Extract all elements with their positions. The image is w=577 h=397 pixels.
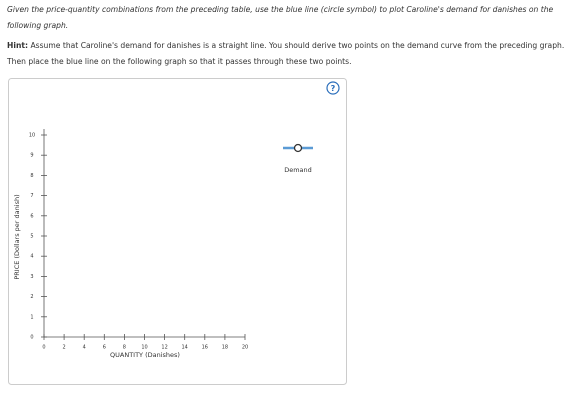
x-tick-label: 6: [103, 345, 106, 351]
y-tick-label: 3: [30, 274, 33, 280]
instructions: Given the price-quantity combinations fr…: [7, 5, 554, 30]
help-button[interactable]: [326, 81, 340, 95]
legend-marker[interactable]: [293, 143, 303, 153]
x-tick-label: 12: [161, 345, 167, 351]
x-tick-label: 2: [63, 345, 66, 351]
legend-label: Demand: [284, 166, 312, 174]
x-tick-label: 16: [202, 345, 208, 351]
x-tick-label: 14: [182, 345, 188, 351]
y-tick-label: 7: [30, 193, 33, 199]
x-tick-label: 18: [222, 345, 228, 351]
help-icon[interactable]: ?: [331, 84, 336, 93]
x-tick-label: 10: [141, 345, 147, 351]
x-axis-label: QUANTITY (Danishes): [110, 351, 180, 359]
y-tick-label: 5: [30, 234, 33, 240]
y-tick-label: 10: [29, 133, 35, 139]
x-tick-label: 0: [42, 345, 45, 351]
x-tick-label: 20: [242, 345, 248, 351]
hint-label: Hint:: [7, 41, 29, 50]
y-tick-label: 4: [30, 254, 33, 260]
hint: Hint: Assume that Caroline's demand for …: [7, 38, 567, 70]
graph-frame: [8, 78, 347, 385]
y-tick-label: 0: [30, 335, 33, 341]
y-axis-label: PRICE (Dollars per danish): [13, 194, 21, 279]
y-tick-label: 6: [30, 213, 33, 219]
y-tick-label: 2: [30, 294, 33, 300]
x-tick-label: 8: [123, 345, 126, 351]
x-tick-label: 4: [83, 345, 86, 351]
y-tick-label: 9: [30, 153, 33, 159]
y-tick-label: 1: [30, 314, 33, 320]
y-tick-label: 8: [30, 173, 33, 179]
hint-text: Assume that Caroline's demand for danish…: [7, 41, 565, 66]
